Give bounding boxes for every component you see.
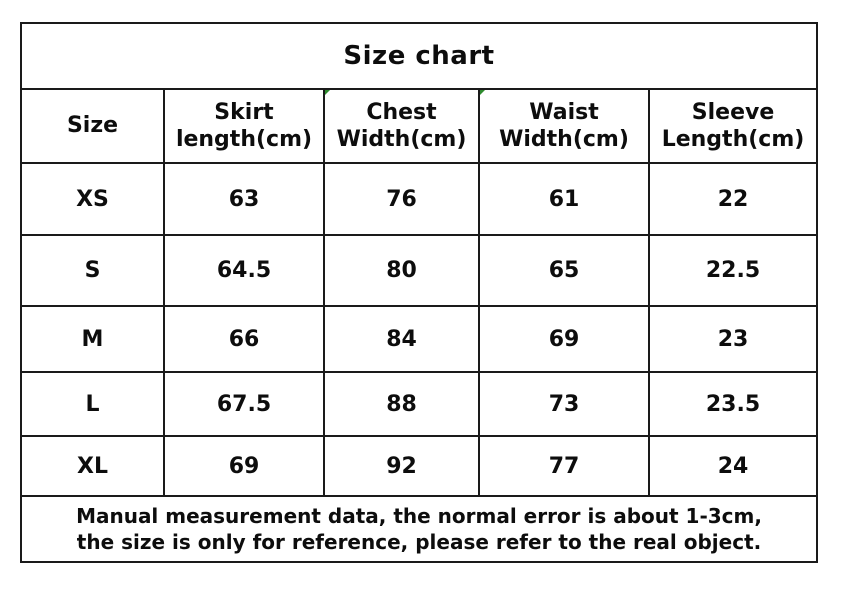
- column-header-label: Width(cm): [336, 127, 467, 152]
- table-header-row: Size Skirt length(cm) Chest Width(cm) Wa…: [20, 88, 819, 164]
- chest-width-cell: 84: [323, 305, 480, 373]
- skirt-length-cell: 69: [163, 435, 325, 497]
- waist-width-cell: 77: [478, 435, 650, 497]
- chest-width-cell: 92: [323, 435, 480, 497]
- column-header-label: Width(cm): [499, 127, 629, 152]
- chest-width-cell: 88: [323, 371, 480, 437]
- column-header-label: Sleeve: [691, 99, 775, 125]
- table-row-s: S 64.5 80 65 22.5: [20, 234, 819, 307]
- size-label-cell: M: [20, 305, 165, 373]
- table-row-m: M 66 84 69 23: [20, 305, 819, 373]
- size-label-cell: S: [20, 234, 165, 307]
- waist-width-cell: 61: [478, 162, 650, 236]
- sleeve-length-cell: 22: [647, 162, 819, 236]
- column-header-size: Size: [20, 88, 165, 164]
- column-header-label: length(cm): [175, 127, 313, 152]
- table-row-l: L 67.5 88 73 23.5: [20, 371, 819, 437]
- column-header-sleeve-length: Sleeve Length(cm): [647, 88, 819, 164]
- waist-width-cell: 65: [478, 234, 650, 307]
- table-footer-row: Manual measurement data, the normal erro…: [19, 495, 819, 563]
- chest-width-cell: 76: [323, 162, 480, 236]
- column-header-label: Skirt: [214, 99, 274, 125]
- disclaimer-line-1: Manual measurement data, the normal erro…: [76, 504, 762, 528]
- chest-width-cell: 80: [323, 234, 480, 307]
- column-header-label: Chest: [366, 99, 437, 125]
- disclaimer-line-2: the size is only for reference, please r…: [76, 530, 762, 554]
- column-header-label: Length(cm): [661, 127, 805, 152]
- size-label-cell: XL: [20, 435, 165, 497]
- sleeve-length-cell: 24: [647, 435, 819, 497]
- size-label-cell: XS: [20, 162, 165, 236]
- size-label-cell: L: [20, 371, 165, 437]
- skirt-length-cell: 64.5: [163, 234, 325, 307]
- sleeve-length-cell: 22.5: [647, 234, 819, 307]
- size-chart-table: Size chart Size Skirt length(cm) Chest W…: [19, 22, 819, 563]
- skirt-length-cell: 63: [163, 162, 325, 236]
- column-header-chest-width: Chest Width(cm): [323, 88, 480, 164]
- column-header-label: Waist: [529, 99, 599, 125]
- waist-width-cell: 73: [478, 371, 650, 437]
- skirt-length-cell: 67.5: [163, 371, 325, 437]
- sleeve-length-cell: 23: [647, 305, 819, 373]
- column-header-label: Size: [66, 113, 119, 139]
- cell-corner-marker-icon: [480, 90, 485, 95]
- table-row-xl: XL 69 92 77 24: [20, 435, 819, 497]
- skirt-length-cell: 66: [163, 305, 325, 373]
- column-header-waist-width: Waist Width(cm): [478, 88, 650, 164]
- page-title: Size chart: [19, 22, 819, 90]
- sleeve-length-cell: 23.5: [647, 371, 819, 437]
- title-row: Size chart: [19, 22, 819, 90]
- waist-width-cell: 69: [478, 305, 650, 373]
- measurement-disclaimer: Manual measurement data, the normal erro…: [19, 495, 819, 563]
- cell-corner-marker-icon: [325, 90, 330, 95]
- table-row-xs: XS 63 76 61 22: [20, 162, 819, 236]
- column-header-skirt-length: Skirt length(cm): [163, 88, 325, 164]
